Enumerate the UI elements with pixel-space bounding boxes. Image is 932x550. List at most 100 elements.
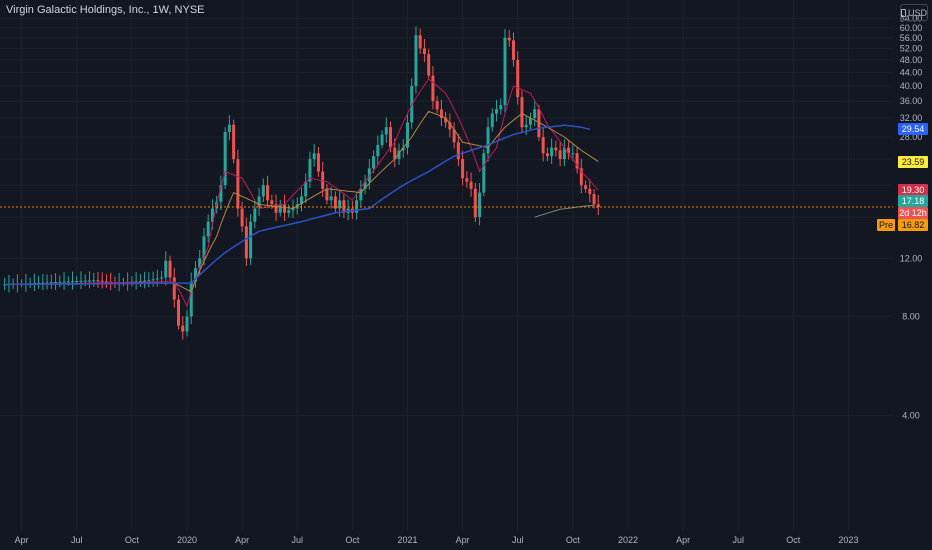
x-tick-label: Apr xyxy=(15,535,29,545)
candle-body xyxy=(469,181,473,189)
x-tick-label: 2022 xyxy=(618,535,638,545)
candle-body xyxy=(592,194,596,205)
candle-body xyxy=(321,171,325,189)
candle-body xyxy=(503,37,507,106)
y-tick-label: 28.00 xyxy=(900,132,923,142)
candle-body xyxy=(558,150,562,160)
candle-body xyxy=(104,281,108,283)
candle-body xyxy=(456,142,460,160)
candle-body xyxy=(312,153,316,160)
candle-body xyxy=(499,105,503,110)
x-tick-label: Oct xyxy=(125,535,140,545)
candle-body xyxy=(465,178,469,182)
candle-body xyxy=(41,282,45,284)
candle-body xyxy=(270,200,274,205)
candle-body xyxy=(206,221,210,237)
y-tick-label: 8.00 xyxy=(902,311,920,321)
y-tick-label: 52.00 xyxy=(900,43,923,53)
candle-body xyxy=(461,159,465,179)
ma-long-line xyxy=(534,204,595,218)
candle-body xyxy=(444,117,448,123)
x-tick-label: Jul xyxy=(732,535,744,545)
candle-body xyxy=(202,236,206,259)
candle-body xyxy=(87,280,91,282)
candle-body xyxy=(143,280,147,282)
candle-body xyxy=(380,134,384,145)
candle-body xyxy=(422,48,426,55)
candle-body xyxy=(342,200,346,213)
chart-title: Virgin Galactic Holdings, Inc., 1W, NYSE xyxy=(6,4,205,16)
candle-body xyxy=(75,281,79,283)
candle-body xyxy=(278,204,282,213)
candle-body xyxy=(266,185,270,201)
currency-button[interactable]: USD xyxy=(900,4,928,21)
candle-body xyxy=(363,181,367,189)
ma-mid-price-tag: 23.59 xyxy=(898,155,928,168)
y-tick-label: 36.00 xyxy=(900,96,923,106)
candle-body xyxy=(393,147,397,160)
x-tick-label: Apr xyxy=(676,535,690,545)
candle-body xyxy=(596,204,600,207)
y-tick-label: 32.00 xyxy=(900,113,923,123)
candle-body xyxy=(575,153,579,169)
candle-body xyxy=(181,325,185,332)
candle-body xyxy=(329,196,333,201)
candle-body xyxy=(193,268,197,282)
candle-body xyxy=(482,153,486,193)
candle-body xyxy=(588,188,592,195)
x-tick-label: Jul xyxy=(71,535,83,545)
y-tick-label: 56.00 xyxy=(900,33,923,43)
candle-body xyxy=(325,188,329,201)
candle-body xyxy=(316,153,320,172)
candle-body xyxy=(507,37,511,41)
candle-body xyxy=(147,280,151,282)
candle-body xyxy=(571,153,575,155)
chart-grid xyxy=(0,0,893,530)
candle-body xyxy=(511,40,515,60)
candle-body xyxy=(189,281,193,317)
candle-body xyxy=(66,281,70,283)
premarket-price-tag: 16.82 xyxy=(898,218,928,231)
y-tick-label: 64.00 xyxy=(900,14,923,24)
candle-body xyxy=(554,147,558,151)
candle-body xyxy=(541,137,545,154)
bar-countdown-tag: 2d 12h xyxy=(898,206,928,219)
candle-body xyxy=(151,279,155,281)
candle-body xyxy=(372,156,376,169)
candle-body xyxy=(92,280,96,282)
candle-body xyxy=(283,204,287,213)
x-axis-labels: Apr Jul Oct 2020 Apr Jul Oct 2021 Apr Jul Oct 2022 A… xyxy=(15,535,859,545)
currency-label: USD xyxy=(907,7,927,18)
candle-body xyxy=(333,196,337,209)
candle-body xyxy=(164,260,168,278)
candle-body xyxy=(71,281,75,283)
candle-body xyxy=(79,280,83,282)
ma-fast-price-tag: 19.30 xyxy=(898,184,928,197)
candle-body xyxy=(287,210,291,213)
candle-body xyxy=(338,200,342,209)
candle-body xyxy=(49,282,53,284)
y-tick-label: 44.00 xyxy=(900,67,923,77)
x-tick-label: 2021 xyxy=(397,535,417,545)
candle-body xyxy=(567,147,571,154)
candle-body xyxy=(198,258,202,269)
candle-body xyxy=(45,282,49,284)
candle-body xyxy=(452,129,456,143)
candle-body xyxy=(384,127,388,135)
candle-body xyxy=(96,280,100,282)
candle-body xyxy=(431,75,435,102)
candle-body xyxy=(537,109,541,138)
candle-body xyxy=(3,284,7,286)
candle-body xyxy=(308,159,312,182)
candle-body xyxy=(584,185,588,189)
y-axis-labels: 4.00 8.00 12.00 28.00 32.00 36.00 40.00 44.00 48… xyxy=(900,14,923,421)
candle-body xyxy=(367,168,371,182)
candle-body xyxy=(533,109,537,118)
ma-slow-line xyxy=(4,124,590,286)
candle-body xyxy=(257,196,261,209)
candle-body xyxy=(448,122,452,130)
candle-body xyxy=(160,277,164,279)
candle-body xyxy=(304,181,308,197)
x-tick-label: Apr xyxy=(235,535,249,545)
